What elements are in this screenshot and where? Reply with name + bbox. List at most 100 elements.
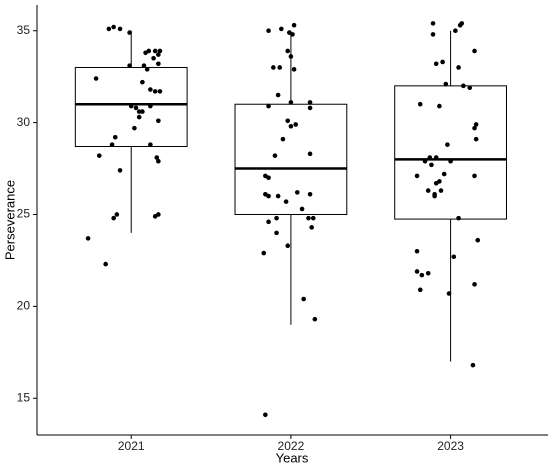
point: [472, 125, 477, 131]
point: [290, 32, 295, 37]
point: [433, 180, 439, 186]
point: [266, 193, 271, 199]
point: [263, 412, 268, 418]
point: [146, 48, 152, 54]
point: [307, 100, 313, 105]
point: [299, 206, 305, 212]
point: [156, 52, 161, 57]
point: [440, 59, 445, 65]
point: [111, 24, 116, 30]
point: [472, 282, 477, 287]
point: [461, 83, 466, 89]
x-tick-label: 2021: [118, 439, 145, 453]
point: [152, 48, 158, 54]
point: [414, 173, 420, 179]
point: [288, 54, 294, 59]
point: [414, 248, 420, 254]
point: [266, 175, 271, 181]
point: [114, 212, 120, 217]
point: [446, 291, 452, 296]
point: [285, 243, 291, 249]
point: [417, 287, 423, 293]
point: [307, 151, 313, 157]
point: [312, 316, 318, 322]
point: [441, 171, 447, 177]
point: [310, 215, 316, 221]
point: [117, 26, 123, 32]
point: [429, 162, 434, 168]
point: [472, 173, 477, 179]
point: [432, 193, 437, 199]
point: [473, 136, 479, 142]
point: [156, 118, 161, 124]
point: [275, 193, 281, 199]
point: [425, 188, 431, 193]
y-tick-label: 35: [17, 23, 31, 37]
point: [288, 100, 294, 105]
point: [277, 65, 283, 70]
point: [128, 103, 134, 109]
point: [309, 225, 314, 230]
point: [427, 155, 433, 160]
point: [425, 270, 431, 276]
point: [414, 269, 420, 274]
point: [140, 79, 145, 85]
point: [271, 65, 276, 70]
point: [85, 236, 91, 241]
point: [456, 65, 461, 70]
point: [127, 63, 132, 68]
box: [394, 85, 507, 220]
y-axis-title: Perseverance: [2, 180, 17, 260]
y-tick-label: 25: [17, 207, 31, 221]
point: [430, 21, 436, 26]
point: [154, 155, 160, 160]
point: [430, 32, 436, 37]
point: [151, 55, 156, 61]
point: [106, 26, 112, 32]
point: [274, 215, 279, 221]
point: [291, 67, 297, 72]
point: [417, 101, 423, 107]
y-tick-label: 15: [17, 390, 31, 404]
point: [266, 28, 271, 34]
point: [475, 237, 481, 243]
x-tick-label: 2023: [437, 439, 464, 453]
point: [453, 28, 458, 34]
point: [152, 89, 158, 94]
point: [294, 190, 300, 195]
point: [280, 136, 286, 142]
y-tick-label: 20: [17, 299, 31, 313]
point: [109, 142, 115, 147]
point: [156, 158, 161, 164]
point: [144, 67, 150, 72]
point: [433, 61, 439, 67]
point: [301, 296, 306, 302]
point: [307, 191, 313, 197]
point: [156, 212, 161, 217]
point: [111, 215, 116, 221]
point: [148, 142, 153, 147]
point: [293, 122, 298, 127]
point: [266, 219, 271, 225]
point: [470, 362, 476, 368]
point: [291, 22, 297, 28]
point: [148, 103, 153, 109]
point: [467, 85, 473, 90]
point: [285, 118, 291, 124]
point: [433, 155, 439, 160]
point: [266, 103, 271, 109]
point: [136, 114, 142, 120]
point: [272, 153, 278, 158]
point: [451, 254, 457, 260]
y-tick-label: 30: [17, 115, 31, 129]
point: [132, 125, 137, 131]
point: [456, 215, 461, 221]
point: [112, 135, 118, 140]
point: [437, 103, 442, 109]
point: [445, 142, 450, 147]
point: [473, 122, 479, 127]
x-tick-label: 2022: [278, 439, 305, 453]
point: [283, 199, 289, 204]
x-axis-title: Years: [276, 450, 309, 465]
